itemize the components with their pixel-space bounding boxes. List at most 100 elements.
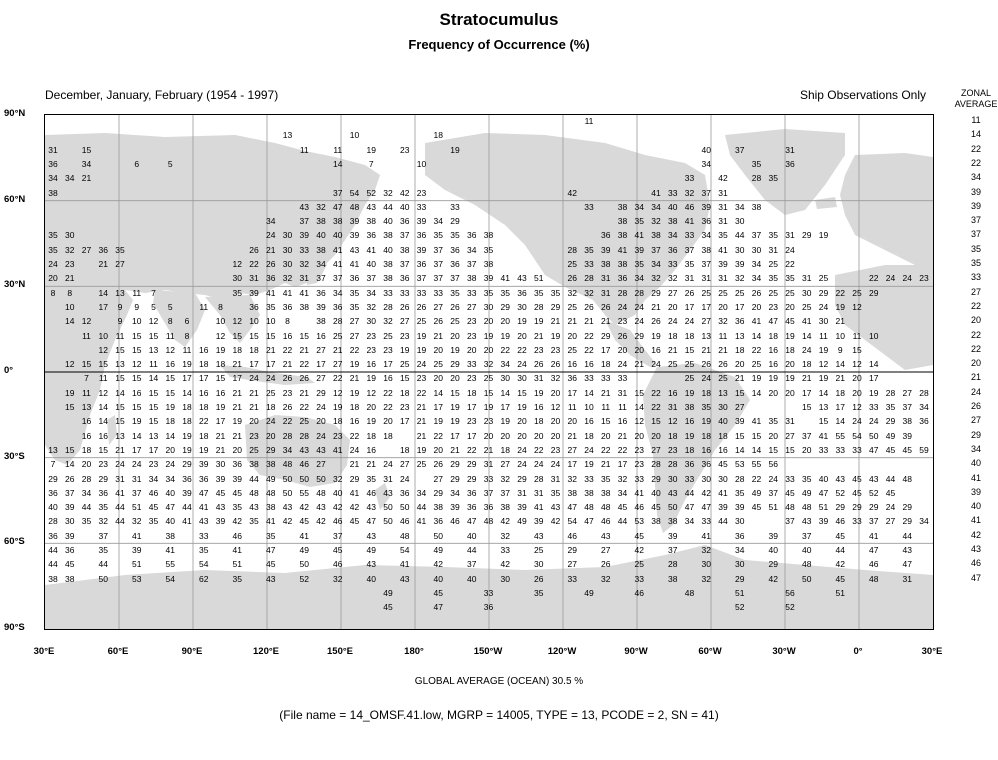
grid-cell-value: 47 [366,516,376,527]
grid-cell-value: 15 [148,402,159,412]
grid-cell-value: 12 [634,416,644,427]
grid-cell-value: 20 [232,444,242,455]
grid-cell-value: 41 [349,487,360,498]
grid-cell-value: 7 [368,158,374,169]
grid-cell-value: 19 [65,387,75,398]
zonal-average-value: 34 [970,443,981,454]
grid-cell-value: 52 [835,487,845,498]
grid-cell-value: 20 [383,416,393,427]
grid-cell-value: 32 [282,273,293,284]
grid-cell-value: 42 [433,559,443,570]
grid-cell-value: 20 [433,373,443,384]
grid-cell-value: 28 [668,459,678,470]
grid-cell-value: 36 [416,259,427,269]
grid-cell-value: 6 [134,158,140,169]
grid-cell-value: 29 [634,330,644,341]
grid-cell-value: 27 [316,344,326,355]
grid-cell-value: 56 [768,459,778,470]
grid-cell-value: 37 [333,273,343,284]
grid-cell-value: 24 [885,273,896,284]
grid-cell-value: 23 [333,430,343,441]
grid-cell-value: 9 [837,344,843,355]
grid-cell-value: 20 [550,416,561,427]
grid-cell-value: 37 [902,402,912,412]
grid-cell-value: 34 [416,487,427,498]
grid-cell-value: 20 [48,273,58,284]
grid-cell-value: 17 [266,359,276,370]
grid-cell-value: 50 [299,473,309,484]
grid-cell-value: 14 [835,359,845,370]
grid-cell-value: 36 [467,487,477,498]
grid-cell-value: 18 [232,344,242,355]
grid-cell-value: 18 [266,402,276,412]
zonal-average-value: 37 [970,215,981,226]
grid-cell-value: 15 [818,416,829,427]
grid-cell-value: 28 [48,516,58,527]
grid-cell-value: 16 [81,416,92,427]
grid-cell-value: 29 [818,287,829,298]
grid-cell-value: 40 [383,216,393,227]
grid-cell-value: 32 [668,273,678,284]
grid-cell-value: 17 [383,359,393,370]
grid-cell-value: 51 [818,502,829,513]
grid-cell-value: 39 [718,502,728,513]
grid-cell-value: 43 [299,444,309,455]
grid-cell-value: 39 [601,244,611,255]
grid-cell-value: 46 [400,516,410,527]
grid-cell-value: 30 [701,473,711,484]
grid-cell-value: 35 [232,502,242,513]
grid-cell-value: 37 [668,545,678,555]
grid-cell-value: 18 [701,387,711,398]
grid-cell-value: 30 [735,559,745,570]
grid-cell-value: 14 [433,387,443,398]
grid-cell-value: 35 [718,230,728,241]
zonal-average-value: 14 [970,129,981,140]
grid-cell-value: 37 [400,230,410,241]
grid-cell-value: 35 [785,273,795,284]
grid-cell-value: 33 [869,402,879,412]
grid-cell-value: 27 [400,316,410,327]
grid-cell-value: 25 [768,287,778,298]
grid-cell-value: 39 [232,473,242,484]
zonal-average-value: 34 [970,172,981,183]
grid-cell-value: 16 [383,373,393,384]
grid-cell-value: 12 [132,359,142,370]
grid-cell-value: 17 [567,387,577,398]
grid-cell-value: 41 [349,259,360,269]
grid-cell-value: 12 [215,330,226,341]
grid-cell-value: 26 [584,301,594,312]
grid-cell-value: 47 [584,516,594,527]
grid-cell-value: 41 [751,416,762,427]
grid-cell-value: 24 [266,230,276,241]
zonal-average-value: 11 [971,115,981,125]
grid-cell-value: 26 [282,373,293,384]
grid-cell-value: 43 [349,244,360,255]
grid-cell-value: 29 [467,473,477,484]
grid-cell-value: 21 [215,430,226,441]
grid-cell-value: 54 [567,516,577,527]
grid-cell-value: 33 [500,545,510,555]
grid-cell-value: 37 [751,230,762,241]
grid-cell-value: 21 [232,402,242,412]
grid-cell-value: 12 [98,387,108,398]
grid-cell-value: 47 [818,487,829,498]
grid-cell-value: 25 [735,287,745,298]
grid-cell-value: 19 [483,402,494,412]
grid-cell-value: 46 [634,502,644,513]
grid-cell-value: 19 [534,316,544,327]
grid-cell-value: 49 [584,587,594,598]
grid-cell-value: 31 [668,402,678,412]
grid-cell-value: 33 [400,287,410,298]
grid-cell-value: 31 [802,273,812,284]
grid-cell-value: 42 [550,516,561,527]
grid-cell-value: 26 [684,287,695,298]
grid-cell-value: 11 [82,330,91,341]
grid-cell-value: 26 [617,330,628,341]
grid-cell-value: 12 [165,344,175,355]
grid-cell-value: 59 [919,444,929,455]
grid-cell-value: 39 [517,502,527,513]
grid-cell-value: 23 [400,144,410,155]
grid-cell-value: 43 [316,502,326,513]
grid-cell-value: 29 [450,359,460,370]
longitude-label: 0° [853,646,863,657]
